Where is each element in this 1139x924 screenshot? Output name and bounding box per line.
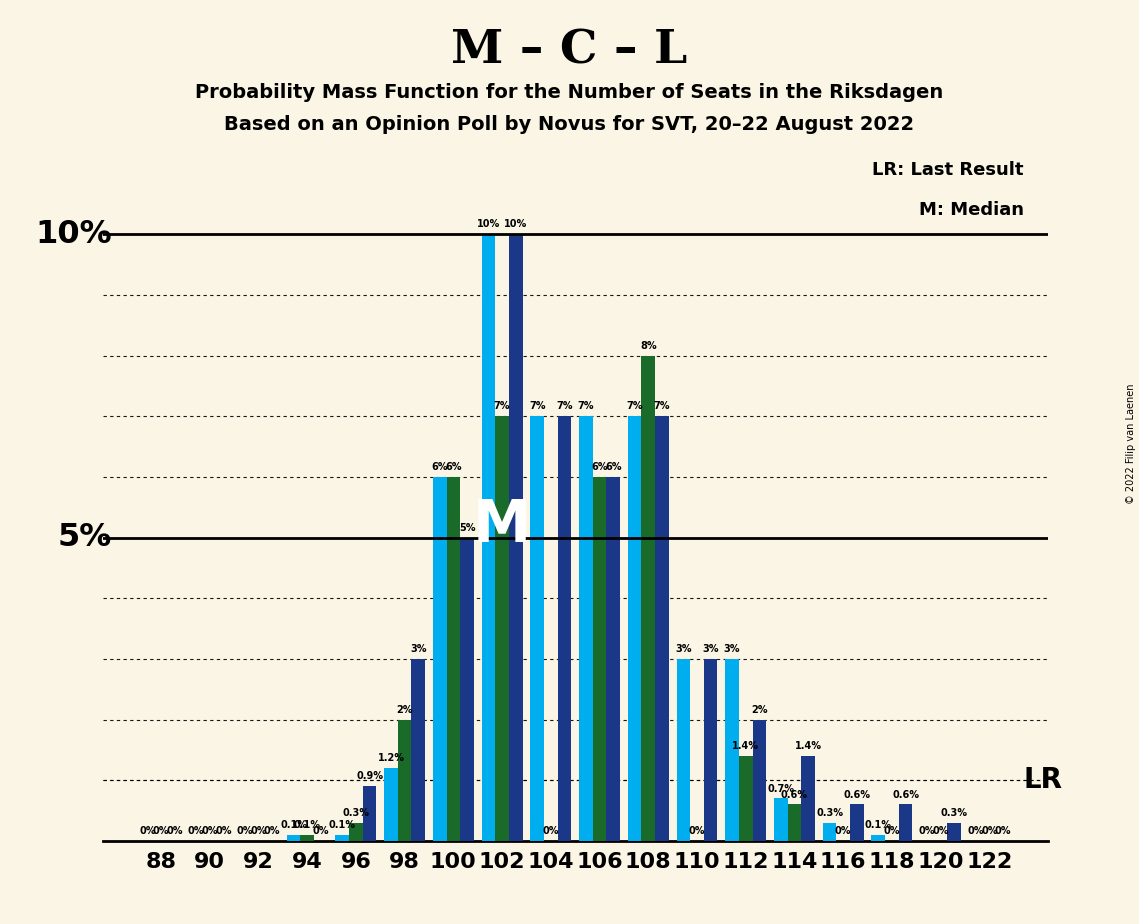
Bar [850, 805, 863, 841]
Text: 7%: 7% [654, 401, 670, 411]
Bar [509, 234, 523, 841]
Bar [871, 834, 885, 841]
Text: 6%: 6% [432, 462, 448, 472]
Text: 0%: 0% [967, 826, 984, 836]
Text: 7%: 7% [556, 401, 573, 411]
Text: 1.4%: 1.4% [732, 741, 760, 751]
Bar [739, 756, 753, 841]
Text: 5%: 5% [459, 523, 475, 532]
Text: 3%: 3% [675, 644, 691, 654]
Text: 3%: 3% [724, 644, 740, 654]
Text: 0%: 0% [994, 826, 1011, 836]
Text: 2%: 2% [751, 705, 768, 714]
Text: 0.3%: 0.3% [941, 808, 968, 818]
Bar [287, 834, 301, 841]
Bar [704, 659, 718, 841]
Bar [592, 477, 606, 841]
Text: 3%: 3% [703, 644, 719, 654]
Text: Probability Mass Function for the Number of Seats in the Riksdagen: Probability Mass Function for the Number… [196, 83, 943, 103]
Bar [398, 720, 411, 841]
Text: 7%: 7% [626, 401, 642, 411]
Text: 10%: 10% [477, 219, 500, 229]
Bar [726, 659, 739, 841]
Text: 0.6%: 0.6% [781, 790, 808, 799]
Text: 0.6%: 0.6% [843, 790, 870, 799]
Bar [336, 834, 349, 841]
Text: 1.4%: 1.4% [795, 741, 821, 751]
Bar [349, 822, 362, 841]
Text: 0%: 0% [884, 826, 900, 836]
Text: 0%: 0% [981, 826, 998, 836]
Text: 0%: 0% [188, 826, 204, 836]
Bar [641, 356, 655, 841]
Text: 0%: 0% [166, 826, 183, 836]
Bar [579, 416, 592, 841]
Bar [301, 834, 314, 841]
Bar [788, 805, 802, 841]
Text: Based on an Opinion Poll by Novus for SVT, 20–22 August 2022: Based on an Opinion Poll by Novus for SV… [224, 116, 915, 135]
Bar [677, 659, 690, 841]
Text: 1.2%: 1.2% [377, 753, 404, 763]
Text: 0.1%: 0.1% [329, 820, 355, 830]
Text: 7%: 7% [528, 401, 546, 411]
Text: M – C – L: M – C – L [451, 28, 688, 74]
Text: 2%: 2% [396, 705, 413, 714]
Text: 7%: 7% [494, 401, 510, 411]
Text: 0%: 0% [153, 826, 170, 836]
Text: 8%: 8% [640, 341, 656, 351]
Text: 0%: 0% [251, 826, 267, 836]
Bar [495, 416, 509, 841]
Text: 10%: 10% [35, 219, 113, 249]
Text: 0.6%: 0.6% [892, 790, 919, 799]
Bar [446, 477, 460, 841]
Bar [558, 416, 572, 841]
Bar [362, 786, 376, 841]
Bar [948, 822, 961, 841]
Bar [628, 416, 641, 841]
Bar [802, 756, 814, 841]
Text: 7%: 7% [577, 401, 595, 411]
Text: 0%: 0% [237, 826, 253, 836]
Bar [655, 416, 669, 841]
Text: 0.3%: 0.3% [816, 808, 843, 818]
Text: 0.1%: 0.1% [865, 820, 892, 830]
Text: 0%: 0% [215, 826, 231, 836]
Bar [899, 805, 912, 841]
Bar [433, 477, 446, 841]
Text: 0%: 0% [202, 826, 218, 836]
Text: 0%: 0% [139, 826, 156, 836]
Text: 0%: 0% [689, 826, 705, 836]
Bar [460, 538, 474, 841]
Bar [482, 234, 495, 841]
Bar [411, 659, 425, 841]
Text: 0%: 0% [312, 826, 329, 836]
Bar [531, 416, 544, 841]
Text: 0%: 0% [542, 826, 559, 836]
Text: 10%: 10% [505, 219, 527, 229]
Text: 0.1%: 0.1% [294, 820, 321, 830]
Text: LR: Last Result: LR: Last Result [872, 162, 1024, 179]
Text: 0.7%: 0.7% [768, 784, 794, 794]
Text: 0%: 0% [264, 826, 280, 836]
Text: 0%: 0% [835, 826, 852, 836]
Bar [775, 798, 788, 841]
Text: 0%: 0% [919, 826, 935, 836]
Text: 0.3%: 0.3% [343, 808, 369, 818]
Text: 0.1%: 0.1% [280, 820, 308, 830]
Text: M: M [473, 497, 531, 553]
Bar [606, 477, 620, 841]
Text: 6%: 6% [605, 462, 622, 472]
Text: © 2022 Filip van Laenen: © 2022 Filip van Laenen [1126, 383, 1136, 504]
Text: 6%: 6% [445, 462, 461, 472]
Text: 0.9%: 0.9% [357, 772, 383, 782]
Bar [384, 768, 398, 841]
Text: 5%: 5% [58, 522, 113, 553]
Bar [822, 822, 836, 841]
Text: 0%: 0% [933, 826, 949, 836]
Bar [753, 720, 767, 841]
Text: LR: LR [1024, 766, 1063, 794]
Text: 3%: 3% [410, 644, 426, 654]
Text: M: Median: M: Median [918, 201, 1024, 219]
Text: 6%: 6% [591, 462, 608, 472]
